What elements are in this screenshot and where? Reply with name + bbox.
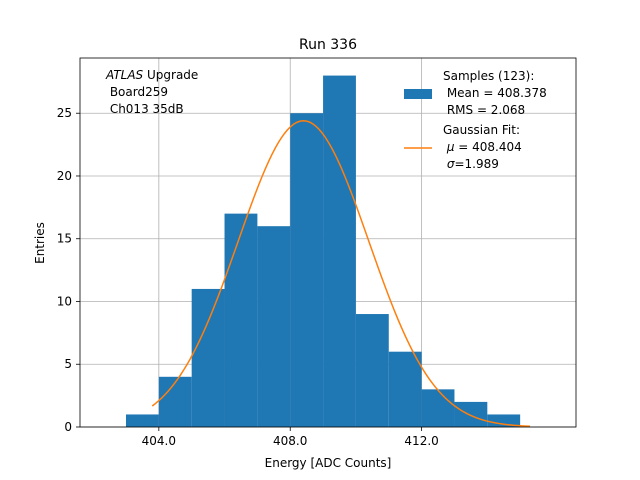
histogram-bar (290, 113, 324, 427)
x-axis-label: Energy [ADC Counts] (265, 456, 392, 470)
svg-text:μ = 408.404: μ = 408.404 (443, 140, 522, 154)
annotation-emphasis: ATLAS (105, 68, 144, 82)
legend-fit-mu-value: = 408.404 (454, 140, 521, 154)
x-tick-label: 408.0 (273, 434, 307, 448)
y-tick-label: 5 (64, 357, 72, 371)
svg-text:ATLAS Upgrade: ATLAS Upgrade (105, 68, 198, 82)
atlas-annotation: ATLAS Upgrade Board259 Ch013 35dB (105, 68, 198, 116)
y-tick-label: 20 (57, 169, 72, 183)
x-tick-label: 412.0 (404, 434, 438, 448)
histogram-bar (224, 213, 258, 427)
histogram-bar (158, 376, 192, 427)
histogram-bar (421, 389, 455, 427)
plot-frame (79, 57, 577, 428)
gaussian-fit-curve (151, 120, 531, 427)
histogram-bar (388, 351, 422, 427)
annotation-suffix: Upgrade (143, 68, 198, 82)
legend-samples-title: Samples (123): (443, 69, 534, 83)
svg-text:σ=1.989: σ=1.989 (443, 157, 499, 171)
legend-fit-title: Gaussian Fit: (443, 123, 520, 137)
legend-mu-symbol: μ (446, 140, 455, 154)
y-tick-label: 15 (57, 232, 72, 246)
x-tick-label: 404.0 (142, 434, 176, 448)
y-tick-label: 10 (57, 294, 72, 308)
y-axis-label: Entries (33, 222, 47, 264)
annotation-channel: Ch013 35dB (106, 102, 184, 116)
histogram-bar (257, 226, 291, 427)
histogram-bar (355, 314, 389, 427)
axis-ticks: 404.0 408.0 412.0 0 5 10 15 20 25 (57, 106, 439, 448)
histogram-bar (487, 414, 521, 427)
chart-title: Run 336 (299, 37, 357, 53)
legend-sigma-symbol: σ (447, 157, 455, 171)
histogram-bar (125, 414, 159, 427)
annotation-board: Board259 (106, 85, 168, 99)
legend-samples-mean: Mean = 408.378 (443, 86, 547, 100)
legend-fit-sigma-value: =1.989 (454, 157, 498, 171)
legend-samples-patch (404, 89, 432, 99)
y-tick-label: 25 (57, 106, 72, 120)
histogram-bar (191, 288, 225, 427)
histogram-bars (125, 75, 521, 428)
legend: Samples (123): Mean = 408.378 RMS = 2.06… (404, 69, 547, 171)
histogram-bar (454, 401, 488, 427)
y-tick-label: 0 (64, 420, 72, 434)
histogram-bar (323, 75, 356, 428)
legend-samples-rms: RMS = 2.068 (443, 103, 525, 117)
